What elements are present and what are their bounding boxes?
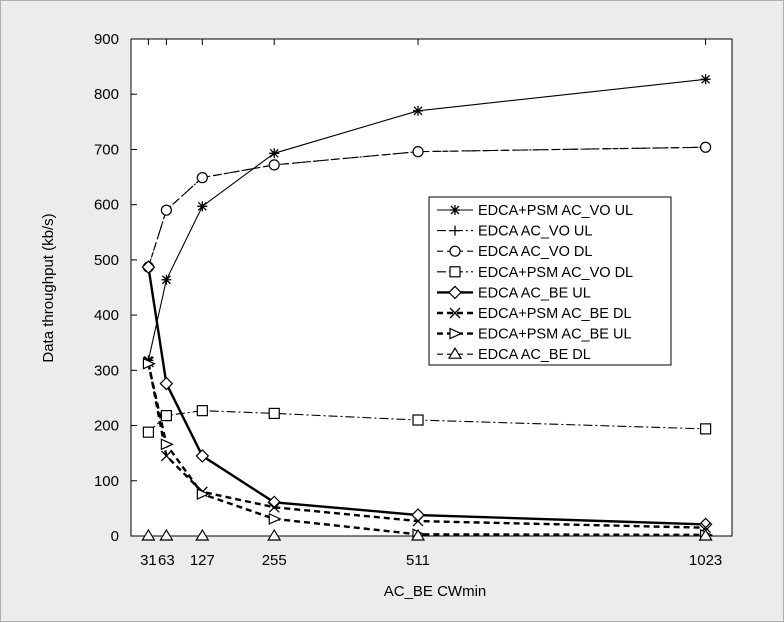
series-line-4 — [147, 266, 706, 526]
y-tick-label: 200 — [94, 418, 119, 435]
legend-label: EDCA AC_VO UL — [478, 224, 592, 240]
data-point — [268, 512, 282, 525]
y-tick-label: 800 — [94, 86, 119, 103]
data-point — [268, 159, 280, 171]
y-tick-label: 0 — [111, 528, 119, 545]
data-point — [160, 450, 172, 462]
data-point — [159, 376, 174, 391]
legend-marker — [450, 205, 460, 215]
data-point — [268, 407, 280, 420]
series-line-6 — [147, 363, 706, 537]
data-point — [267, 528, 282, 541]
legend: EDCA+PSM AC_VO UL EDCA AC_VO UL EDCA AC_VO… — [428, 196, 672, 366]
y-tick-label: 300 — [94, 362, 119, 379]
tick-labels: 0 100 200 300 400 500 600 700 800 900 31 63 127 255 51… — [94, 31, 722, 569]
data-point — [160, 438, 174, 451]
data-point — [197, 201, 208, 212]
legend-label: EDCA+PSM AC_BE UL — [478, 327, 632, 343]
data-point — [412, 414, 424, 426]
legend-marker — [449, 307, 461, 319]
data-point — [160, 410, 172, 422]
legend-marker — [449, 245, 461, 257]
data-point — [141, 260, 156, 274]
legend-marker — [448, 285, 462, 300]
y-tick-label: 600 — [94, 197, 119, 214]
x-tick-label: 63 — [158, 552, 175, 569]
data-point — [410, 528, 426, 541]
series-line-0 — [147, 78, 706, 361]
data-point — [142, 426, 155, 438]
x-tick-label: 127 — [190, 552, 215, 569]
data-point — [267, 495, 282, 510]
legend-marker — [450, 225, 460, 236]
y-tick-label: 400 — [94, 307, 119, 324]
data-point — [161, 274, 172, 285]
data-point — [698, 528, 713, 541]
data-point — [195, 528, 210, 541]
data-point — [700, 74, 711, 85]
y-tick-label: 700 — [94, 141, 119, 158]
series-line-2 — [147, 146, 706, 268]
legend-label: EDCA+PSM AC_BE DL — [478, 306, 632, 322]
legend-marker — [449, 266, 461, 278]
legend-label: EDCA+PSM AC_VO UL — [478, 203, 633, 219]
legend-box — [428, 196, 672, 366]
legend-label: EDCA+PSM AC_VO DL — [478, 265, 633, 281]
series-lines — [147, 78, 706, 537]
x-tick-label: 31 — [140, 552, 157, 569]
series-line-5 — [147, 361, 706, 529]
legend-marker — [449, 327, 463, 340]
data-point — [160, 204, 172, 216]
legend-label: EDCA AC_VO DL — [478, 244, 592, 260]
data-point — [700, 423, 712, 435]
y-tick-label: 100 — [94, 473, 119, 490]
data-point — [413, 105, 424, 116]
data-point — [700, 141, 712, 153]
x-axis-label: AC_BE CWmin — [384, 583, 487, 600]
data-point — [412, 515, 424, 527]
legend-label: EDCA AC_BE DL — [478, 347, 591, 363]
y-tick-label: 500 — [94, 252, 119, 269]
data-point — [141, 528, 156, 541]
x-tick-label: 1023 — [689, 552, 722, 569]
x-tick-label: 255 — [262, 552, 287, 569]
data-point — [159, 528, 174, 541]
data-point — [196, 172, 208, 184]
data-point — [195, 449, 210, 463]
x-tick-label: 511 — [406, 552, 430, 569]
data-point — [196, 405, 208, 417]
legend-label: EDCA AC_BE UL — [478, 285, 591, 301]
data-point — [196, 488, 210, 500]
data-point — [269, 148, 280, 159]
legend-marker — [447, 347, 463, 359]
y-axis-label: Data throughput (kb/s) — [40, 213, 57, 362]
data-point — [142, 357, 156, 370]
y-tick-label: 900 — [94, 31, 119, 48]
data-point — [412, 146, 424, 158]
series-markers — [141, 74, 714, 541]
data-point — [268, 501, 280, 513]
